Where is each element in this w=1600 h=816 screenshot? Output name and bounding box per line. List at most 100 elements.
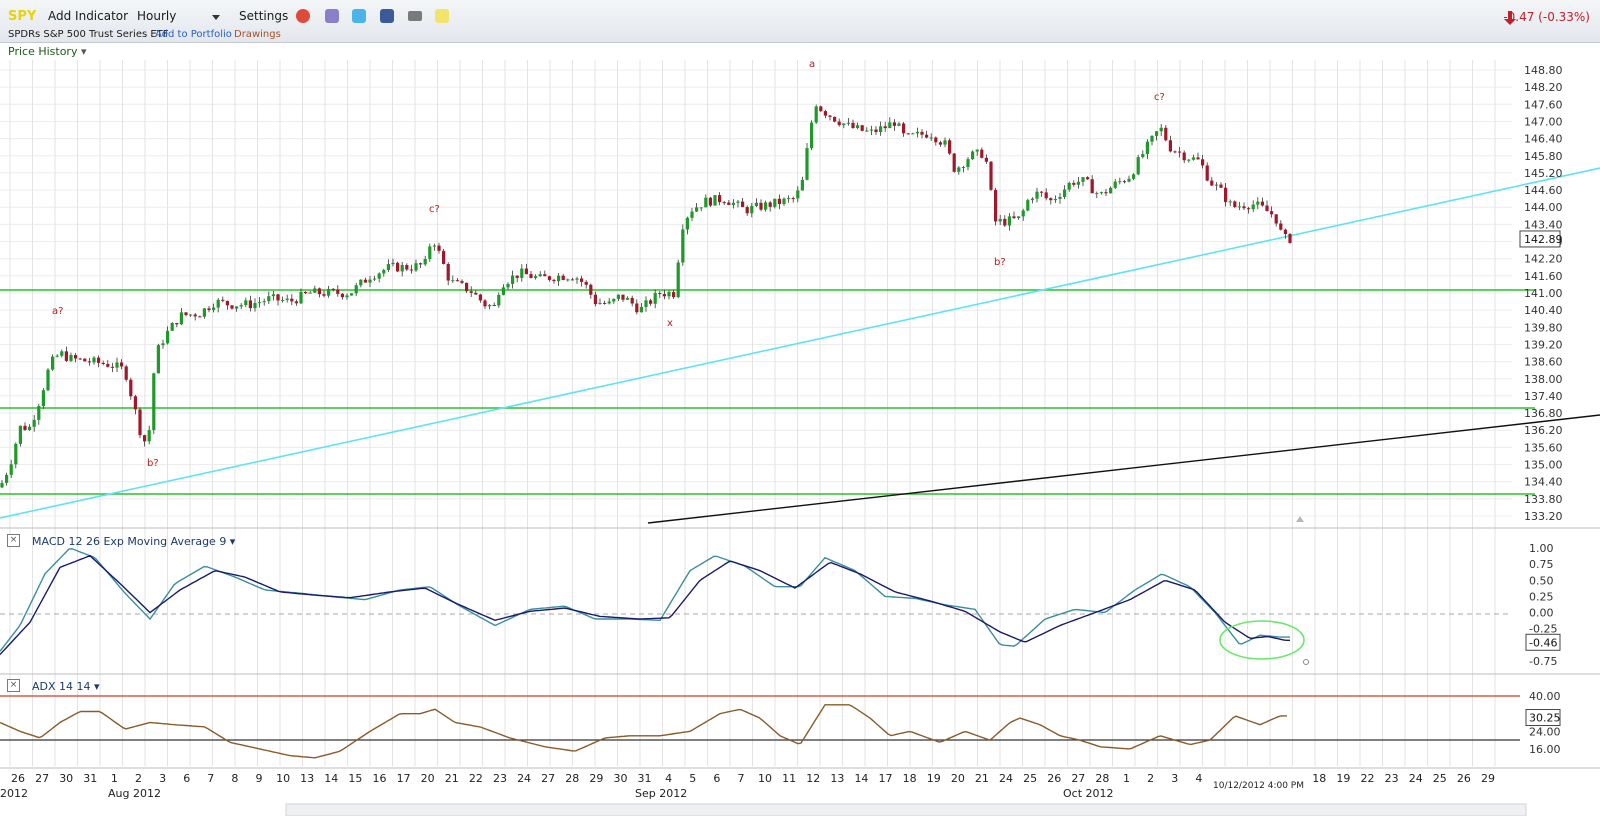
candle xyxy=(5,474,9,483)
candle xyxy=(1279,223,1283,230)
candle xyxy=(695,207,699,212)
macd-tick-label: 0.75 xyxy=(1529,558,1554,571)
candle xyxy=(1012,216,1016,219)
candle xyxy=(938,142,942,145)
settings-button[interactable]: Settings xyxy=(239,9,289,23)
month-label: Oct 2012 xyxy=(1063,787,1114,800)
candle xyxy=(202,308,206,317)
x-tick-label: 25 xyxy=(1433,772,1447,785)
candle xyxy=(966,159,970,168)
candle xyxy=(547,276,551,280)
add-to-portfolio-link[interactable]: Add to Portfolio xyxy=(155,29,232,40)
candle xyxy=(483,300,487,307)
candle xyxy=(957,167,961,172)
month-label: Aug 2012 xyxy=(108,787,161,800)
macd-value-badge xyxy=(1525,633,1561,651)
candle xyxy=(166,330,170,344)
add-indicator-button[interactable]: Add Indicator xyxy=(48,9,129,23)
camera-icon[interactable] xyxy=(408,11,422,21)
interval-dropdown-icon[interactable] xyxy=(212,15,220,20)
candle xyxy=(911,133,915,135)
macd-header[interactable]: MACD 12 26 Exp Moving Average 9 ▾ xyxy=(32,535,236,548)
x-tick-label: 29 xyxy=(1481,772,1495,785)
candle xyxy=(796,190,800,199)
candle xyxy=(534,276,538,279)
candle xyxy=(837,121,841,126)
candle xyxy=(184,312,188,316)
candle xyxy=(74,355,78,359)
interval-select[interactable]: Hourly xyxy=(137,9,177,23)
candle xyxy=(1168,140,1172,152)
x-tick-label: 11 xyxy=(782,772,796,785)
drawings-link[interactable]: Drawings xyxy=(234,29,281,40)
x-tick-label: 4 xyxy=(1195,772,1202,785)
x-tick-label: 1 xyxy=(111,772,118,785)
candle xyxy=(281,299,285,301)
candle xyxy=(345,295,349,298)
alarm-clock-icon[interactable] xyxy=(296,9,310,23)
close-macd-icon[interactable]: × xyxy=(7,534,20,547)
candle xyxy=(764,202,768,210)
candle xyxy=(235,306,239,309)
candle xyxy=(1214,184,1218,186)
candle xyxy=(161,343,165,346)
candle xyxy=(925,134,929,138)
candle xyxy=(621,294,625,300)
macd-value-label: -0.46 xyxy=(1529,636,1557,649)
candle xyxy=(1132,174,1136,179)
candle xyxy=(83,358,87,362)
candle xyxy=(520,268,524,278)
price-history-menu[interactable]: Price History ▾ xyxy=(8,45,87,58)
candle xyxy=(1145,141,1149,155)
candle xyxy=(1224,187,1228,203)
scroll-up-icon[interactable] xyxy=(1296,516,1304,522)
candle xyxy=(524,268,528,275)
candle xyxy=(580,278,584,282)
candle xyxy=(138,409,142,436)
candle xyxy=(690,211,694,218)
candle xyxy=(915,131,919,134)
price-tick-label: 148.20 xyxy=(1524,81,1563,94)
candle xyxy=(14,443,18,465)
candle xyxy=(860,125,864,131)
x-tick-label: 20 xyxy=(421,772,435,785)
candle xyxy=(1030,198,1034,201)
price-grid xyxy=(0,69,1512,517)
candle xyxy=(115,362,119,368)
candle xyxy=(612,298,616,302)
x-tick-label: 31 xyxy=(83,772,97,785)
sticky-note-icon[interactable] xyxy=(435,9,449,23)
candle xyxy=(851,122,855,129)
candle xyxy=(975,149,979,152)
candle xyxy=(741,201,745,208)
notes-icon[interactable] xyxy=(325,9,339,23)
candle xyxy=(469,291,473,293)
candle xyxy=(437,245,441,251)
adx-header[interactable]: ADX 14 14 ▾ xyxy=(32,680,100,693)
candle xyxy=(193,314,197,317)
candle xyxy=(584,281,588,285)
time-scrollbar[interactable] xyxy=(285,803,1527,816)
candle xyxy=(971,151,975,160)
close-adx-icon[interactable]: × xyxy=(7,679,20,692)
candle xyxy=(649,300,653,304)
x-tick-label: 19 xyxy=(1336,772,1350,785)
symbol-field[interactable]: SPY xyxy=(8,9,37,24)
candle xyxy=(1136,157,1140,175)
facebook-icon[interactable] xyxy=(380,9,394,23)
adx-value-badge xyxy=(1525,709,1561,727)
month-label: Sep 2012 xyxy=(635,787,687,800)
candle xyxy=(1173,151,1177,153)
x-tick-label: 6 xyxy=(713,772,720,785)
price-tick-label: 146.40 xyxy=(1524,133,1563,146)
twitter-icon[interactable] xyxy=(352,9,366,23)
candle xyxy=(902,123,906,134)
price-tick-label: 134.40 xyxy=(1524,476,1563,489)
macd-tick-label: -0.75 xyxy=(1529,655,1557,668)
price-tick-label: 147.60 xyxy=(1524,98,1563,111)
candle xyxy=(805,148,809,180)
candle xyxy=(1044,192,1048,199)
candle xyxy=(575,278,579,280)
candle xyxy=(304,291,308,294)
candle xyxy=(1201,159,1205,166)
